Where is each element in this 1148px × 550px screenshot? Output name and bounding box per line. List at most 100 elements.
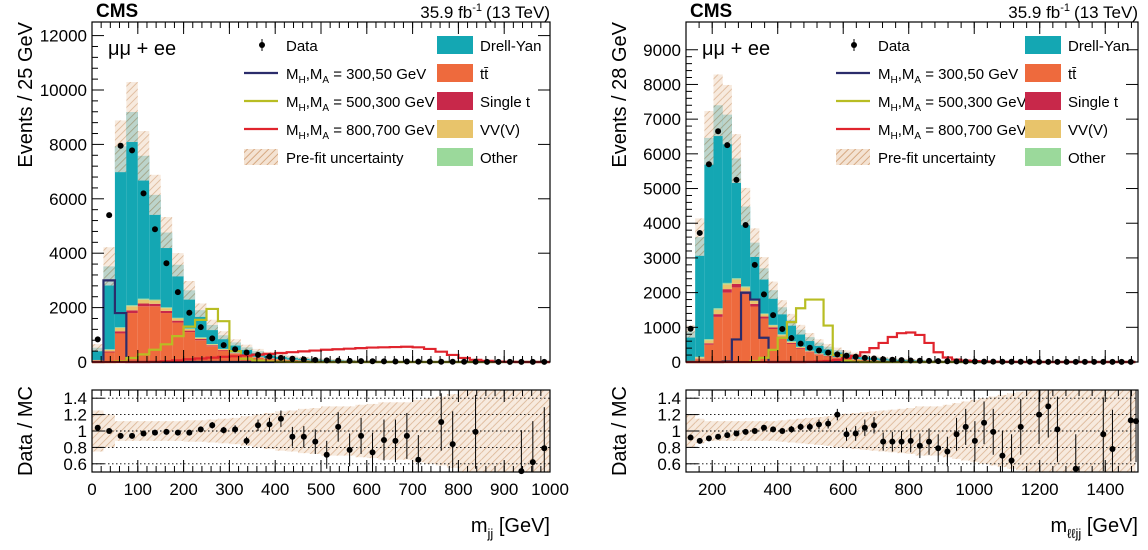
bar-ttbar	[805, 352, 815, 362]
data-point	[129, 147, 136, 154]
bar-vv	[741, 287, 751, 292]
ratio-point	[209, 422, 216, 429]
bar-single_t	[195, 339, 207, 341]
ratio-point	[541, 445, 548, 452]
bar-other	[114, 327, 127, 328]
legend-single_t-swatch	[437, 92, 473, 110]
ratio-point	[990, 428, 997, 435]
uncertainty-band	[741, 187, 751, 226]
ratio-uncertainty-band	[887, 409, 897, 453]
bar-vv	[768, 325, 778, 328]
ratio-point	[806, 423, 813, 430]
y-tick-label: 5000	[643, 180, 681, 199]
legend-single_t-label: Single t	[1068, 94, 1119, 111]
bar-vv	[103, 349, 115, 352]
ratio-point	[1017, 423, 1024, 430]
ratio-point	[518, 468, 525, 475]
bar-vv	[704, 340, 714, 344]
ratio-point	[151, 429, 158, 436]
x-axis-title: mjj [GeV]	[471, 515, 550, 541]
data-point	[174, 289, 181, 296]
bar-vv	[750, 300, 760, 304]
ratio-point	[335, 423, 342, 430]
legend-ttbar-swatch	[437, 64, 473, 82]
bar-other	[704, 339, 714, 341]
y-axis-title: Events / 28 GeV	[609, 21, 631, 167]
bar-single_t	[229, 353, 241, 354]
uncertainty-band	[252, 348, 264, 354]
data-point	[380, 358, 387, 365]
bar-ttbar	[160, 313, 173, 362]
bar-ttbar	[137, 306, 150, 362]
legend-data-label: Data	[878, 38, 910, 55]
bar-other	[172, 317, 184, 319]
data-point	[852, 353, 859, 360]
bar-other	[722, 282, 732, 285]
bar-ttbar	[796, 348, 806, 362]
uncertainty-band	[796, 324, 806, 335]
bar-other	[741, 286, 751, 288]
ratio-point	[312, 438, 319, 445]
ratio-uncertainty-band	[504, 390, 516, 472]
uncertainty-band	[183, 281, 196, 300]
bar-drell_yan	[722, 114, 732, 283]
bar-drell_yan	[704, 137, 714, 340]
y-tick-label: 1000	[643, 318, 681, 337]
uncertainty-band	[126, 82, 138, 143]
data-point	[232, 346, 239, 353]
ratio-point	[889, 438, 896, 445]
data-point	[953, 358, 960, 365]
legend-vv-swatch	[1025, 120, 1061, 138]
bar-drell_yan	[217, 335, 230, 349]
bar-drell_yan	[126, 112, 138, 306]
legend-other-swatch	[437, 148, 473, 166]
ratio-point	[277, 415, 284, 422]
ratio-point	[788, 426, 795, 433]
ratio-point	[1054, 426, 1061, 433]
legend-uncertainty-swatch	[836, 149, 870, 165]
bar-single_t	[217, 349, 230, 351]
bar-drell_yan	[713, 105, 723, 309]
data-point	[209, 335, 216, 342]
ratio-uncertainty-band	[1071, 390, 1081, 472]
ratio-uncertainty-band	[1080, 390, 1090, 472]
ratio-point	[834, 411, 841, 418]
ratio-point	[380, 437, 387, 444]
x-tick-label: 200	[698, 480, 726, 499]
ratio-y-tick-label: 1.2	[63, 406, 87, 425]
ratio-point	[724, 432, 731, 439]
ratio-point	[861, 424, 868, 431]
ratio-uncertainty-band	[832, 414, 842, 448]
ratio-point	[825, 420, 832, 427]
bar-ttbar	[823, 356, 833, 362]
ratio-point	[1072, 465, 1079, 472]
experiment-label: CMS	[690, 1, 732, 22]
bar-drell_yan	[103, 266, 115, 350]
bar-ttbar	[229, 353, 241, 362]
ratio-point	[232, 426, 239, 433]
x-tick-label: 800	[444, 480, 472, 499]
data-point	[880, 356, 887, 363]
legend-uncertainty-label: Pre-fit uncertainty	[286, 150, 404, 167]
bar-other	[731, 278, 742, 280]
bar-vv	[796, 346, 806, 348]
y-tick-label: 8000	[643, 75, 681, 94]
ratio-point	[243, 437, 250, 444]
bar-single_t	[704, 343, 714, 345]
uncertainty-band	[172, 253, 184, 277]
bar-single_t	[805, 351, 815, 353]
data-point	[358, 358, 365, 365]
bar-vv	[229, 352, 241, 354]
ratio-uncertainty-band	[915, 406, 925, 456]
legend-other-label: Other	[480, 150, 518, 167]
ratio-point	[971, 437, 978, 444]
data-point	[705, 161, 712, 168]
ratio-y-axis-title: Data / MC	[15, 386, 37, 476]
ratio-point	[981, 419, 988, 426]
ratio-point	[1109, 446, 1116, 453]
ratio-point	[962, 423, 969, 430]
bar-ttbar	[750, 306, 760, 362]
x-tick-label: 900	[490, 480, 518, 499]
data-point	[935, 358, 942, 365]
bar-single_t	[731, 283, 742, 288]
